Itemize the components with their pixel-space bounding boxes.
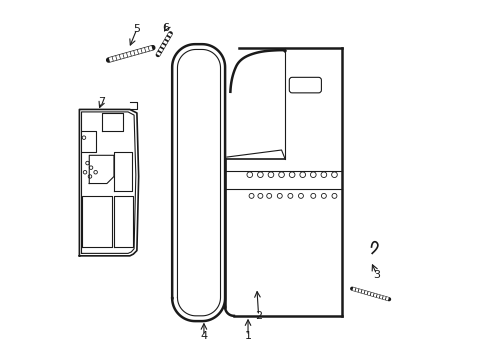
FancyBboxPatch shape (289, 77, 321, 93)
Text: 4: 4 (200, 331, 207, 341)
Text: 7: 7 (98, 98, 105, 107)
Text: 2: 2 (255, 311, 262, 321)
Text: 1: 1 (244, 331, 251, 341)
Text: 5: 5 (133, 24, 140, 34)
Text: 3: 3 (372, 270, 380, 280)
Text: 6: 6 (163, 23, 169, 33)
